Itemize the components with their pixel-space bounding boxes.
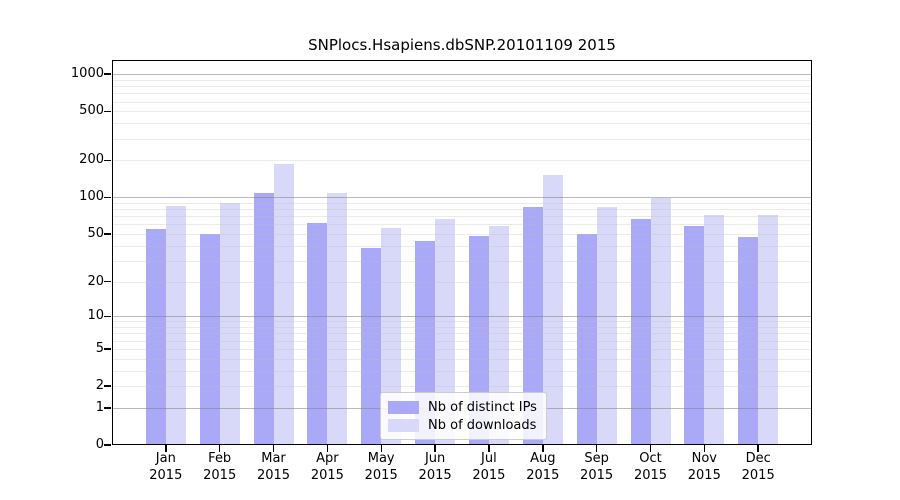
bar-downloads-sep	[596, 207, 617, 445]
bar-distinct-ips-mar	[253, 192, 274, 445]
bar-distinct-ips-dec	[738, 237, 759, 445]
bar-distinct-ips-may	[361, 248, 382, 445]
y-tick-mark	[104, 233, 111, 235]
x-tick-mark	[434, 445, 436, 452]
bar-downloads-may	[381, 227, 402, 445]
x-tick-mark	[542, 445, 544, 452]
x-tick-label-nov: Nov 2015	[687, 451, 721, 483]
bar-downloads-nov	[704, 214, 725, 445]
x-tick-label-apr: Apr 2015	[310, 451, 344, 483]
bar-downloads-dec	[758, 214, 779, 445]
x-tick-label-feb: Feb 2015	[203, 451, 237, 483]
legend: Nb of distinct IPs Nb of downloads	[380, 392, 547, 440]
y-tick-mark	[104, 110, 111, 112]
bar-distinct-ips-apr	[307, 222, 328, 445]
legend-swatch-downloads	[388, 418, 419, 432]
bar-downloads-jul	[488, 226, 509, 445]
y-tick-mark	[104, 73, 111, 75]
bar-downloads-feb	[219, 202, 240, 445]
bar-downloads-mar	[273, 164, 294, 445]
legend-label-distinct-ips: Nb of distinct IPs	[428, 399, 537, 415]
x-tick-mark	[757, 445, 759, 452]
x-tick-mark	[703, 445, 706, 452]
y-tick-label-200: 200	[79, 152, 104, 168]
y-tick-mark	[104, 444, 111, 446]
y-tick-mark	[104, 407, 111, 409]
bar-downloads-jun	[435, 218, 456, 445]
x-tick-mark	[649, 445, 652, 452]
y-tick-label-50: 50	[87, 225, 104, 241]
legend-swatch-distinct-ips	[388, 400, 419, 414]
x-tick-mark	[218, 445, 221, 452]
x-tick-label-jul: Jul 2015	[472, 451, 506, 483]
x-tick-label-jan: Jan 2015	[149, 451, 183, 483]
bar-distinct-ips-feb	[199, 233, 220, 445]
y-tick-mark	[104, 159, 111, 161]
y-tick-label-1000: 1000	[70, 66, 104, 82]
chart-title: SNPlocs.Hsapiens.dbSNP.20101109 2015	[308, 36, 616, 54]
bar-distinct-ips-jan	[145, 228, 166, 445]
y-tick-label-2: 2	[95, 378, 104, 393]
y-tick-mark	[104, 385, 111, 387]
y-tick-label-100: 100	[79, 189, 104, 205]
bar-distinct-ips-nov	[684, 226, 705, 445]
x-tick-mark	[488, 445, 490, 452]
y-tick-label-20: 20	[87, 273, 104, 289]
bar-downloads-apr	[327, 193, 348, 445]
bar-distinct-ips-oct	[630, 218, 651, 445]
y-tick-label-5: 5	[95, 340, 104, 356]
y-tick-label-0: 0	[95, 437, 104, 452]
bar-distinct-ips-aug	[522, 207, 543, 445]
bar-downloads-jan	[165, 205, 186, 445]
y-tick-mark	[104, 280, 111, 283]
x-tick-label-jun: Jun 2015	[418, 451, 452, 483]
y-tick-label-500: 500	[79, 103, 104, 119]
y-tick-label-10: 10	[87, 308, 104, 324]
y-tick-mark	[104, 315, 111, 317]
legend-row-downloads: Nb of downloads	[388, 416, 537, 434]
legend-row-distinct-ips: Nb of distinct IPs	[388, 398, 537, 416]
bar-downloads-aug	[542, 174, 563, 445]
x-tick-mark	[272, 445, 275, 452]
x-tick-label-dec: Dec 2015	[741, 451, 775, 483]
x-tick-label-may: May 2015	[364, 451, 398, 483]
x-tick-mark	[165, 445, 167, 452]
legend-label-downloads: Nb of downloads	[428, 417, 537, 433]
plot-area	[112, 60, 812, 445]
bar-distinct-ips-sep	[576, 233, 597, 445]
x-tick-label-oct: Oct 2015	[633, 451, 668, 483]
x-tick-label-sep: Sep 2015	[580, 451, 614, 483]
x-tick-label-mar: Mar 2015	[256, 451, 291, 483]
x-tick-mark	[595, 445, 598, 452]
x-tick-label-aug: Aug 2015	[526, 451, 560, 483]
y-tick-mark	[104, 348, 111, 350]
bars-layer	[112, 60, 812, 445]
bar-downloads-oct	[650, 198, 671, 445]
x-tick-mark	[380, 445, 382, 452]
x-tick-mark	[326, 445, 329, 452]
y-tick-mark	[104, 196, 111, 198]
y-tick-label-1: 1	[95, 399, 104, 415]
